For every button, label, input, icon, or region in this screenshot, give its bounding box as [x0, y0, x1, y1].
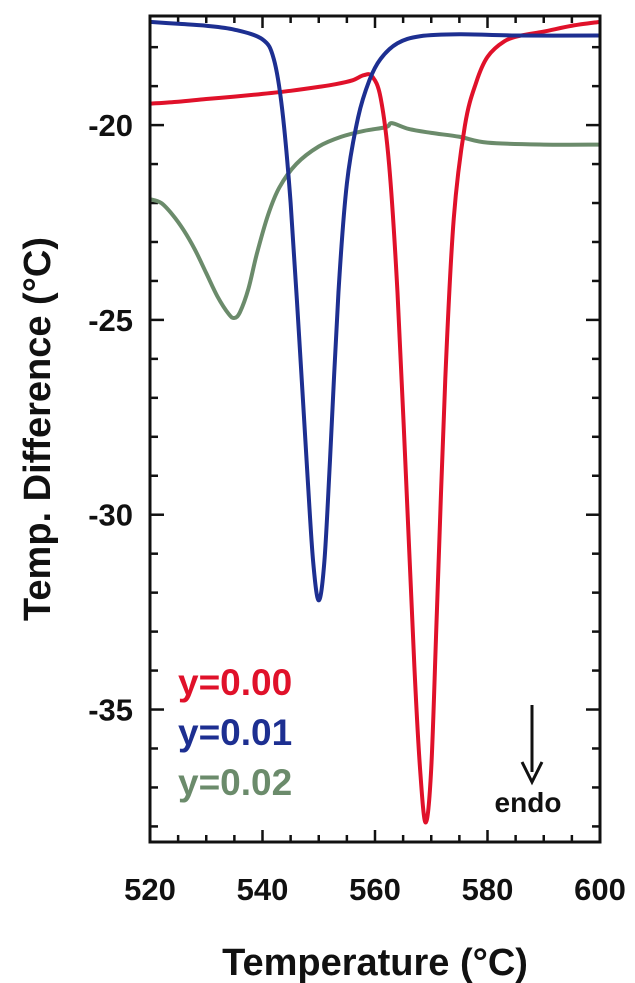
x-tick-label: 600 [574, 872, 626, 907]
down-arrowhead-icon [520, 761, 544, 786]
y-axis-label: Temp. Difference (°C) [17, 237, 59, 621]
x-tick-label: 520 [124, 872, 176, 907]
series-line-y001 [150, 19, 600, 603]
y-tick-label: -35 [88, 693, 133, 728]
endo-annotation: endo [495, 705, 562, 818]
series-line-y002 [150, 121, 600, 321]
tick-labels: 520 540 560 580 600 -20 -25 -30 -35 [88, 108, 626, 907]
y-tick-label: -30 [88, 498, 133, 533]
x-tick-label: 580 [462, 872, 514, 907]
plot-frame [148, 14, 602, 844]
legend: y=0.00 y=0.01 y=0.02 [178, 662, 292, 803]
x-tick-label: 560 [349, 872, 401, 907]
series-line-y000 [150, 19, 600, 825]
legend-entry-y002: y=0.02 [178, 762, 292, 803]
y-tick-label: -25 [88, 303, 133, 338]
x-axis-label: Temperature (°C) [222, 942, 528, 983]
endo-label: endo [495, 787, 562, 818]
legend-entry-y001: y=0.01 [178, 712, 292, 753]
y-tick-label: -20 [88, 108, 133, 143]
series-layer [150, 19, 600, 825]
legend-entry-y000: y=0.00 [178, 662, 292, 703]
x-tick-label: 540 [237, 872, 289, 907]
